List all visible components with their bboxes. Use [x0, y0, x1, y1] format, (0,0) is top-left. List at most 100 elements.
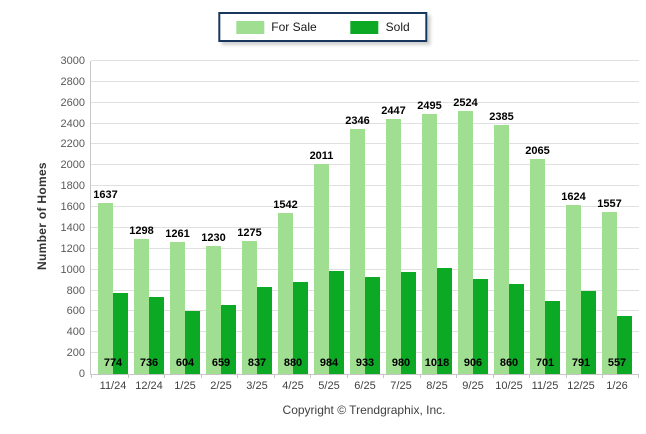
x-axis-category-label: 11/24: [99, 380, 127, 392]
sold-value-label: 604: [175, 357, 195, 369]
gridline: [91, 60, 639, 61]
bar-group: 2385 860 10/25: [489, 61, 524, 392]
x-axis-tick: [492, 374, 494, 378]
bar-group: 2065 701 11/25: [525, 61, 560, 392]
sold-value-label: 880: [283, 357, 303, 369]
sold-value-label: 837: [247, 357, 267, 369]
bar-group: 2011 984 5/25: [310, 61, 344, 392]
sold-bar: [437, 267, 452, 374]
for-sale-value-label: 2495: [417, 99, 442, 112]
legend-item-for-sale: For Sale: [236, 20, 317, 34]
bar-group: 2447 980 7/25: [381, 61, 416, 392]
for-sale-value-label: 2346: [345, 115, 370, 128]
for-sale-value-label: 2524: [453, 96, 478, 109]
gridline: [91, 226, 639, 228]
sold-value-label: 860: [499, 357, 519, 369]
copyright-text: Copyright © Trendgraphix, Inc.: [282, 403, 446, 417]
sold-value-label: 701: [535, 357, 555, 369]
bar-group: 1637 774 11/24: [93, 61, 128, 392]
y-axis-tick-label: 0: [78, 368, 85, 380]
x-axis-tick: [91, 374, 92, 378]
for-sale-bar: 2524: [453, 97, 478, 374]
gridline: [91, 122, 639, 124]
gridline: [91, 185, 639, 187]
x-axis-category-label: 12/25: [567, 380, 595, 392]
sold-value-label: 933: [355, 357, 375, 369]
for-sale-bar: 2346: [345, 115, 370, 374]
for-sale-bar: 2065: [525, 145, 550, 374]
x-axis-tick: [273, 374, 275, 378]
y-axis-tick-label: 400: [66, 326, 85, 339]
sold-value-label: 984: [319, 357, 339, 369]
x-axis-category-label: 7/25: [390, 380, 412, 392]
x-axis-category-label: 6/25: [354, 380, 376, 392]
x-axis-tick: [419, 374, 421, 378]
x-axis-tick: [164, 374, 166, 378]
x-axis-tick: [346, 374, 348, 378]
bar-group: 1261 604 1/25: [165, 61, 200, 392]
sold-bar: [185, 310, 200, 374]
sold-bar: [545, 300, 560, 374]
for-sale-value-label: 2065: [525, 144, 550, 157]
legend: For Sale Sold: [218, 12, 428, 42]
gridline: [91, 268, 639, 270]
x-axis-tick: [237, 374, 239, 378]
x-axis-tick: [310, 374, 312, 378]
y-axis-tick-label: 1800: [60, 180, 85, 193]
for-sale-bar: 1624: [561, 191, 586, 374]
x-axis-category-label: 10/25: [495, 380, 523, 392]
x-axis-tick: [383, 374, 385, 378]
x-axis-category-label: 1/26: [606, 380, 628, 392]
for-sale-value-label: 1230: [201, 231, 226, 244]
sold-bar: [473, 279, 488, 374]
bars-row: 1637 774 11/24 1298 736 12/24 1261 604 1/25 1230 6…: [91, 61, 639, 392]
legend-label-for-sale: For Sale: [271, 20, 317, 34]
for-sale-bar: 1261: [165, 228, 190, 374]
x-axis-category-label: 9/25: [462, 380, 484, 392]
bar-group: 2346 933 6/25: [345, 61, 380, 392]
x-axis-category-label: 11/25: [531, 380, 559, 392]
bar-group: 1275 837 3/25: [237, 61, 272, 392]
y-axis-tick-label: 1400: [60, 221, 85, 234]
sold-bar: [401, 271, 416, 374]
for-sale-bar: 1298: [129, 225, 154, 374]
gridline: [91, 164, 639, 166]
x-axis-tick: [456, 374, 458, 378]
for-sale-value-label: 1542: [273, 199, 298, 212]
sold-bar: [581, 291, 596, 374]
for-sale-value-label: 1637: [93, 189, 118, 202]
sold-value-label: 1018: [424, 357, 450, 369]
sold-value-label: 557: [607, 357, 627, 369]
for-sale-bar: 2495: [417, 100, 442, 374]
x-axis-category-label: 4/25: [282, 380, 304, 392]
sold-value-label: 980: [391, 357, 411, 369]
y-axis-tick-label: 600: [66, 305, 85, 318]
gridline: [91, 80, 639, 82]
for-sale-bar: 1637: [93, 189, 118, 374]
sold-bar: [221, 305, 236, 374]
sold-bar: [149, 297, 164, 374]
x-axis-tick: [200, 374, 202, 378]
bar-group: 1557 557 1/26: [597, 61, 632, 392]
bar-group: 2495 1018 8/25: [417, 61, 452, 392]
sold-bar: [257, 286, 272, 374]
for-sale-value-label: 1624: [561, 190, 586, 203]
gridline: [91, 206, 639, 208]
x-axis-category-label: 12/24: [135, 380, 163, 392]
sold-bar: [113, 293, 128, 374]
x-axis-tick: [638, 374, 639, 378]
for-sale-bar: 1542: [273, 199, 298, 374]
sold-value-label: 659: [211, 357, 231, 369]
sold-value-label: 774: [103, 357, 123, 369]
bar-group: 1542 880 4/25: [273, 61, 308, 392]
x-axis-category-label: 5/25: [318, 380, 340, 392]
x-axis-tick: [127, 374, 129, 378]
sold-value-label: 906: [463, 357, 483, 369]
y-axis-tick-label: 1200: [60, 242, 85, 255]
legend-label-sold: Sold: [385, 20, 410, 34]
for-sale-value-label: 1261: [165, 228, 190, 241]
y-axis-tick-label: 800: [66, 284, 85, 297]
bar-group: 1230 659 2/25: [201, 61, 236, 392]
x-axis-tick: [602, 374, 604, 378]
